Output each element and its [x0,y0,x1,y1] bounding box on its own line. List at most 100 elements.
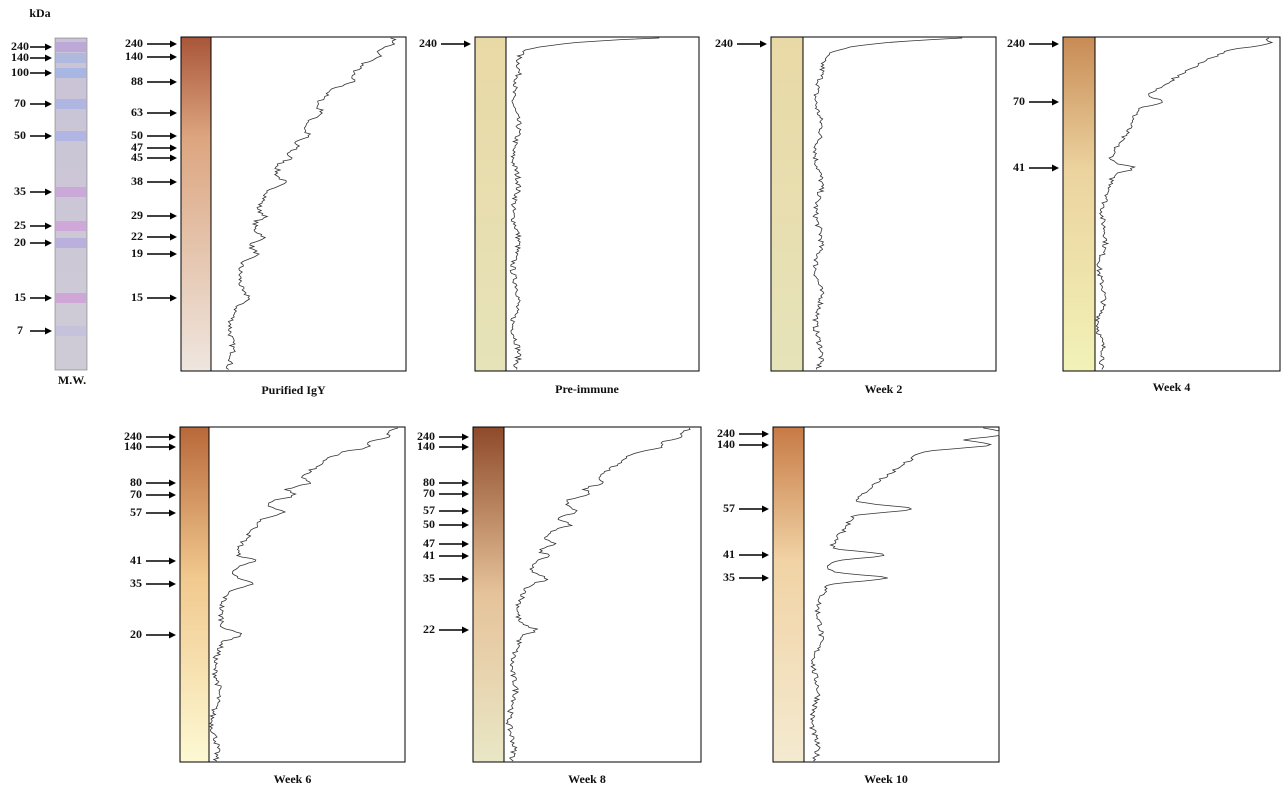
band [56,68,86,78]
marker-label: 38 [131,174,143,188]
density-trace [810,428,999,761]
marker-label: 19 [131,246,143,260]
lane [180,427,209,762]
marker-label: 240 [419,36,437,50]
marker-lane [55,38,87,370]
lane [773,427,804,762]
arrow-head [462,627,469,634]
arrow-head [1052,41,1059,48]
marker-label: 22 [131,229,143,243]
marker-label: 100 [11,65,29,79]
panel-label: Week 8 [568,772,606,786]
band [56,42,86,52]
arrow-head [169,558,176,565]
arrow-head [45,55,52,62]
arrow-head [462,434,469,441]
marker-label: 240 [1007,36,1025,50]
marker-label: 35 [723,570,735,584]
marker-label: 63 [131,105,143,119]
marker-label: 240 [125,36,143,50]
arrow-head [464,41,471,48]
marker-label: 35 [130,576,142,590]
arrow-head [169,492,176,499]
band [56,326,86,336]
marker-label: 41 [423,548,435,562]
marker-label: 15 [14,290,26,304]
density-trace [506,428,690,761]
arrow-head [170,145,177,152]
marker-label: 140 [417,439,435,453]
marker-label: 57 [130,505,142,519]
arrow-head [762,552,769,559]
arrow-head [169,444,176,451]
marker-label: 140 [717,437,735,451]
band [56,221,86,231]
lane-label: M.W. [58,373,86,387]
marker-label: 15 [131,290,143,304]
marker-label: 22 [423,622,435,636]
density-trace [210,428,398,761]
arrow-head [762,431,769,438]
marker-label: 57 [423,503,435,517]
marker-label: 20 [14,235,26,249]
arrow-head [170,251,177,258]
lane [475,37,506,371]
arrow-head [170,295,177,302]
arrow-head [760,41,767,48]
arrow-head [45,44,52,51]
arrow-head [170,54,177,61]
arrow-head [45,240,52,247]
arrow-head [462,444,469,451]
arrow-head [169,632,176,639]
plot-box [475,37,699,371]
arrow-head [45,101,52,108]
marker-label: 57 [723,501,735,515]
arrow-head [45,70,52,77]
marker-label: 50 [423,517,435,531]
arrow-head [462,553,469,560]
density-trace [1096,38,1272,370]
arrow-head [170,41,177,48]
arrow-head [462,508,469,515]
marker-label: 70 [14,96,26,110]
panel-label: Purified IgY [261,383,326,397]
arrow-head [170,133,177,140]
marker-label: 88 [131,74,143,88]
arrow-head [462,480,469,487]
band [56,99,86,109]
marker-label: 25 [14,218,26,232]
plot-box [771,37,996,371]
lane [1063,37,1095,371]
panel-label: Pre-immune [555,382,619,396]
density-trace [510,38,659,370]
marker-label: 45 [131,150,143,164]
panel-label: Week 2 [865,382,903,396]
arrow-head [462,522,469,529]
arrow-head [170,79,177,86]
plot-box [1063,37,1280,371]
panel-label: Week 4 [1153,380,1191,394]
plot-box [181,37,406,371]
arrow-head [1052,165,1059,172]
arrow-head [1052,99,1059,106]
marker-label: 20 [130,627,142,641]
marker-label: 140 [124,439,142,453]
marker-label: 29 [131,208,143,222]
arrow-head [762,575,769,582]
marker-label: 35 [14,184,26,198]
arrow-head [169,510,176,517]
arrow-head [762,506,769,513]
marker-label: 140 [11,50,29,64]
arrow-head [169,480,176,487]
marker-label: 7 [17,323,23,337]
lane [181,37,211,371]
arrow-head [169,434,176,441]
arrow-head [45,328,52,335]
arrow-head [462,576,469,583]
band [56,293,86,303]
lane [473,427,504,762]
arrow-head [45,223,52,230]
marker-label: 70 [1013,94,1025,108]
band [56,53,86,63]
arrow-head [170,213,177,220]
